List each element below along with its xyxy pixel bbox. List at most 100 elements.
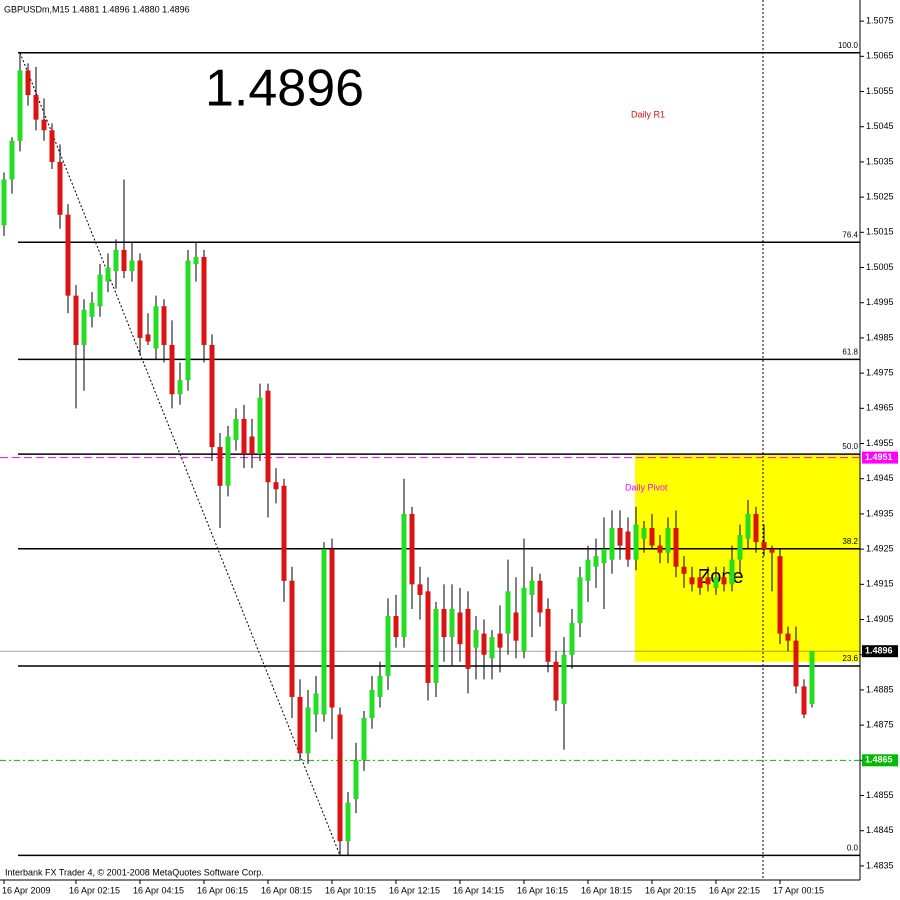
fib-level-label: 100.0: [838, 41, 859, 50]
candle-body: [137, 260, 143, 338]
zone-label: Zone: [698, 566, 744, 588]
y-tick-label: 1.4925: [866, 543, 894, 553]
candle-body: [305, 707, 311, 754]
fib-level-label: 38.2: [842, 537, 858, 546]
x-tick-label: 16 Apr 08:15: [261, 885, 312, 895]
candle-body: [121, 249, 127, 272]
x-tick-label: 16 Apr 18:15: [581, 885, 632, 895]
y-tick-label: 1.5025: [866, 191, 894, 201]
y-tick-label: 1.4995: [866, 297, 894, 307]
candle-body: [609, 528, 615, 560]
candle-body: [89, 302, 95, 317]
chart-header: GBPUSDm,M15 1.4881 1.4896 1.4880 1.4896: [4, 4, 190, 14]
x-tick-label: 16 Apr 20:15: [645, 885, 696, 895]
candle-body: [1, 179, 7, 226]
candle-body: [801, 686, 807, 715]
y-tick-label: 1.5015: [866, 227, 894, 237]
candle-body: [441, 608, 447, 638]
fib-level-label: 23.6: [842, 654, 858, 663]
candle-body: [17, 70, 23, 141]
candle-body: [409, 513, 415, 585]
candle-body: [457, 612, 463, 645]
candle-body: [201, 256, 207, 345]
y-tick-label: 1.4845: [866, 825, 894, 835]
y-tick-label: 1.5035: [866, 156, 894, 166]
price-box: [862, 645, 898, 658]
price-box-label: 1.4951: [865, 452, 893, 462]
candle-body: [393, 616, 399, 638]
x-tick-label: 16 Apr 12:15: [389, 885, 440, 895]
candle-body: [721, 577, 727, 585]
candle-body: [241, 418, 247, 455]
candle-body: [345, 802, 351, 842]
candle-body: [161, 306, 167, 345]
candle-body: [785, 633, 791, 641]
x-tick-label: 16 Apr 06:15: [197, 885, 248, 895]
candle-body: [753, 513, 759, 543]
candle-body: [577, 577, 583, 624]
candle-body: [289, 580, 295, 697]
candle-body: [225, 436, 231, 486]
price-box-label: 1.4896: [865, 646, 893, 656]
y-tick-label: 1.4975: [866, 367, 894, 377]
candle-body: [505, 591, 511, 634]
candle-body: [9, 140, 15, 180]
candle-body: [633, 524, 639, 560]
candle-body: [777, 556, 783, 634]
candle-body: [73, 295, 79, 345]
fib-level-label: 61.8: [842, 347, 858, 356]
candle-body: [193, 256, 199, 264]
candle-body: [57, 161, 63, 215]
candle-body: [145, 334, 151, 342]
candle-body: [465, 608, 471, 669]
y-tick-label: 1.5065: [866, 51, 894, 61]
candle-body: [649, 528, 655, 546]
zone-layer: Zone: [635, 454, 860, 662]
candle-body: [321, 549, 327, 715]
x-tick-label: 16 Apr 04:15: [133, 885, 184, 895]
candle-body: [449, 608, 455, 638]
candle-body: [169, 344, 175, 395]
candle-body: [481, 633, 487, 655]
y-tick-label: 1.4935: [866, 508, 894, 518]
candle-body: [129, 260, 135, 272]
big-price-label: 1.4896: [205, 60, 364, 118]
zone: [635, 454, 860, 662]
candle-body: [425, 591, 431, 683]
candle-body: [361, 718, 367, 761]
candle-body: [537, 580, 543, 613]
y-tick-label: 1.4985: [866, 332, 894, 342]
candle-body: [329, 549, 335, 708]
candle-body: [65, 214, 71, 296]
candle-body: [313, 693, 319, 715]
x-tick-label: 16 Apr 10:15: [325, 885, 376, 895]
candle-body: [353, 760, 359, 800]
candle-body: [585, 559, 591, 581]
price-box: [862, 754, 898, 767]
x-tick-label: 16 Apr 2009: [2, 885, 51, 895]
candle-body: [281, 485, 287, 581]
x-tick-label: 16 Apr 22:15: [709, 885, 760, 895]
candle-body: [153, 306, 159, 349]
x-tick-label: 16 Apr 16:15: [517, 885, 568, 895]
candle-body: [473, 630, 479, 648]
y-tick-label: 1.4835: [866, 860, 894, 870]
candle-body: [417, 584, 423, 595]
candle-body: [41, 119, 47, 131]
fib-level-label: 76.4: [842, 230, 858, 239]
candle-body: [745, 513, 751, 539]
candle-body: [337, 714, 343, 842]
candle-body: [793, 640, 799, 687]
candle-body: [49, 130, 55, 162]
candle-body: [369, 689, 375, 719]
candle-body: [521, 587, 527, 652]
candle-body: [681, 566, 687, 574]
candle-body: [697, 577, 703, 588]
candle-body: [729, 559, 735, 585]
candle-body: [497, 633, 503, 648]
candle-body: [689, 577, 695, 585]
y-tick-label: 1.4955: [866, 438, 894, 448]
